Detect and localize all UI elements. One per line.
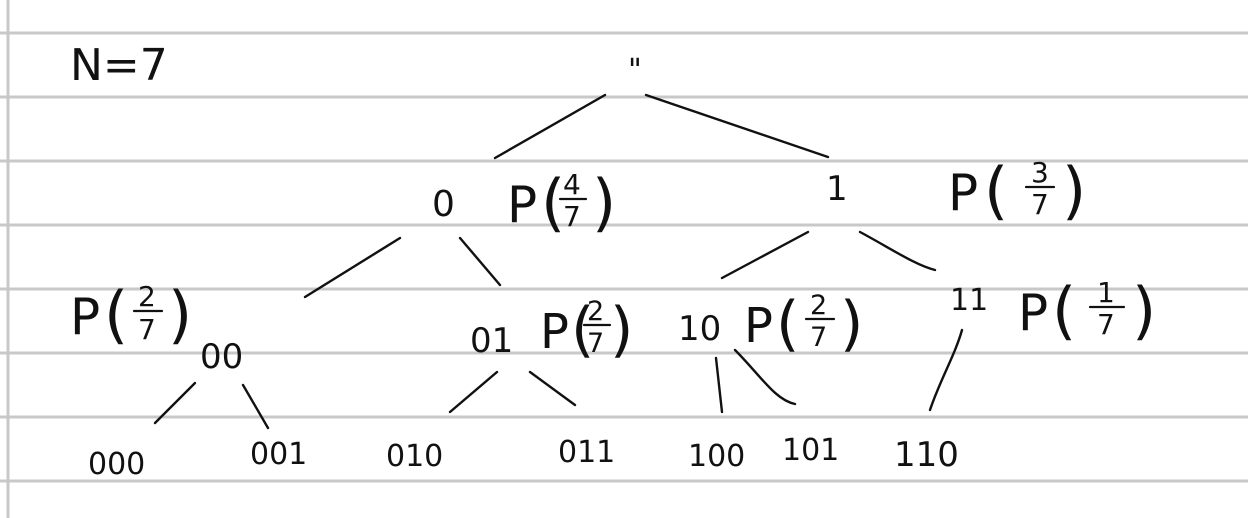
close-paren: ) [1132, 274, 1156, 347]
edge-1-11 [858, 230, 937, 272]
prob-node-10: P ( 2 7 ) [744, 289, 863, 359]
prob-prefix: P [744, 298, 773, 354]
close-paren: ) [168, 278, 192, 351]
node-10-label: 10 [678, 309, 721, 349]
prob-prefix: P [948, 164, 978, 222]
edge-0-01 [458, 236, 502, 287]
leaf-100: 100 [688, 439, 745, 474]
prob-numerator: 2 [138, 280, 156, 313]
prob-prefix: P [540, 304, 569, 360]
edge-10-101 [733, 348, 797, 406]
leaf-011: 011 [558, 435, 615, 470]
edge-1-10 [720, 230, 810, 280]
edge-0-00 [303, 236, 402, 299]
open-paren: ( [571, 295, 594, 365]
leaf-001: 001 [250, 437, 307, 472]
prob-numerator: 3 [1031, 156, 1049, 189]
prob-prefix: P [1018, 284, 1048, 342]
prob-prefix: P [507, 176, 537, 234]
node-00-label: 00 [200, 337, 243, 377]
prob-numerator: 2 [810, 290, 827, 321]
close-paren: ) [592, 166, 616, 239]
open-paren: ( [1052, 274, 1076, 347]
prob-numerator: 4 [563, 168, 581, 201]
node-01-label: 01 [470, 321, 513, 361]
leaf-101: 101 [782, 433, 839, 468]
edge-00-000 [153, 381, 197, 425]
prob-denominator: 7 [587, 328, 604, 359]
close-paren: ) [840, 289, 863, 359]
close-paren: ) [610, 295, 633, 365]
edge-11-110 [928, 328, 964, 412]
edge-00-001 [241, 383, 270, 430]
edge-10-100 [714, 356, 724, 414]
prob-denominator: 7 [563, 200, 581, 233]
open-paren: ( [104, 278, 128, 351]
prob-denominator: 7 [810, 322, 827, 353]
leaf-000: 000 [88, 447, 145, 482]
n-label: N=7 [70, 40, 168, 91]
prob-prefix: P [70, 288, 100, 346]
node-1-label: 1 [826, 169, 848, 209]
prob-denominator: 7 [138, 313, 156, 346]
root-node-label: " [628, 53, 642, 88]
edge-01-010 [448, 370, 499, 414]
prob-numerator: 1 [1097, 276, 1115, 309]
prob-numerator: 2 [587, 296, 604, 327]
open-paren: ( [984, 154, 1008, 227]
prob-node-00: P ( 2 7 ) [70, 278, 192, 351]
prob-node-01: P ( 2 7 ) [540, 295, 633, 365]
open-paren: ( [776, 289, 799, 359]
node-0-label: 0 [432, 184, 455, 225]
prob-denominator: 7 [1031, 188, 1049, 221]
prob-node-11: P ( 1 7 ) [1018, 274, 1156, 347]
edge-root-0 [493, 93, 607, 160]
leaf-110: 110 [894, 435, 959, 475]
prob-denominator: 7 [1097, 308, 1115, 341]
edge-root-1 [644, 93, 830, 159]
leaf-010: 010 [386, 439, 443, 474]
edge-01-011 [528, 370, 577, 407]
prob-node-1: P ( 3 7 ) [948, 154, 1086, 227]
prob-node-0: P ( 4 7 ) [507, 166, 616, 239]
tree-edges [153, 93, 964, 430]
node-11-label: 11 [950, 283, 988, 318]
close-paren: ) [1062, 154, 1086, 227]
open-paren: ( [541, 166, 565, 239]
